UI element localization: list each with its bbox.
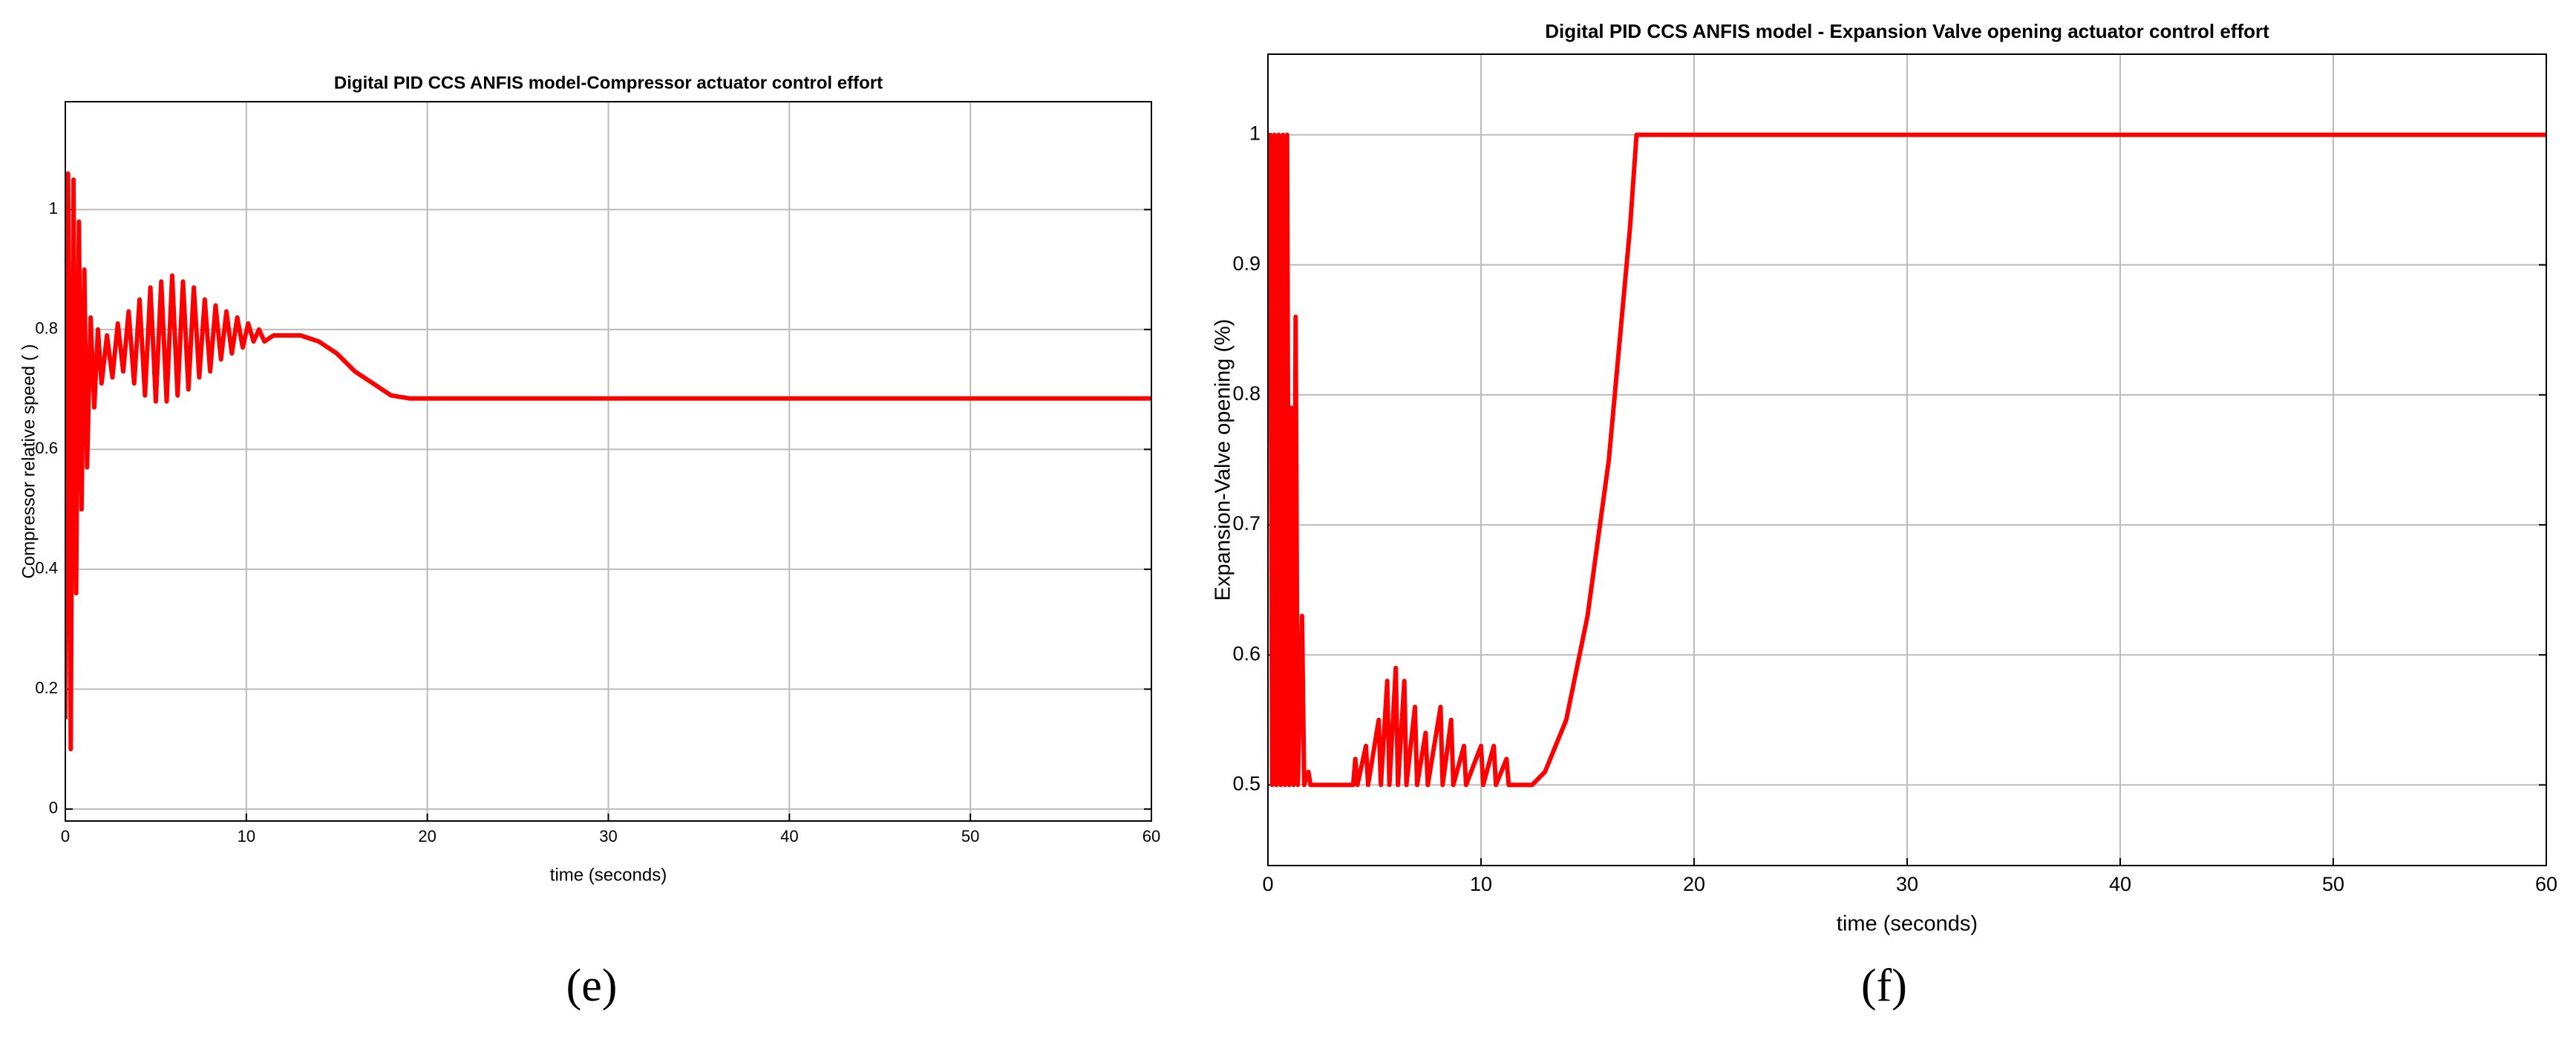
x-tick-label: 50	[961, 827, 979, 846]
chart-title: Digital PID CCS ANFIS model-Compressor a…	[334, 73, 883, 93]
x-tick-label: 40	[780, 827, 798, 846]
y-axis-label: Expansion-Valve opening (%)	[1212, 319, 1235, 601]
x-tick-label: 0	[61, 827, 70, 846]
data-line	[1268, 132, 2546, 788]
x-tick-label: 30	[599, 827, 617, 846]
y-tick-label: 0.6	[35, 439, 58, 457]
y-tick-label: 0	[49, 799, 58, 817]
y-tick-label: 0.5	[1232, 773, 1261, 795]
x-tick-label: 40	[2109, 873, 2131, 895]
y-tick-label: 0.4	[35, 559, 58, 578]
x-tick-label: 0	[1262, 873, 1273, 895]
caption: (f)	[1861, 961, 1907, 1011]
x-tick-label: 30	[1896, 873, 1918, 895]
x-tick-label: 20	[1683, 873, 1705, 895]
data-line	[65, 171, 1151, 752]
y-tick-label: 0.2	[35, 678, 58, 697]
y-tick-label: 0.8	[35, 319, 58, 338]
y-tick-label: 0.9	[1232, 252, 1261, 275]
x-tick-label: 10	[1470, 873, 1492, 895]
plot-frame	[1267, 53, 2547, 866]
x-tick-label: 20	[418, 827, 436, 846]
x-axis-label: time (seconds)	[1837, 912, 1978, 936]
x-tick-label: 60	[1142, 827, 1160, 846]
caption: (e)	[566, 961, 618, 1011]
plot-frame	[65, 101, 1152, 822]
y-tick-label: 1	[1249, 122, 1261, 145]
x-tick-label: 10	[238, 827, 255, 846]
y-tick-label: 0.7	[1232, 512, 1261, 534]
x-tick-label: 60	[2535, 873, 2557, 895]
y-tick-label: 0.8	[1232, 382, 1261, 405]
y-tick-label: 1	[49, 199, 58, 218]
x-tick-label: 50	[2322, 873, 2344, 895]
chart-title: Digital PID CCS ANFIS model - Expansion …	[1545, 20, 2269, 42]
x-axis-label: time (seconds)	[550, 865, 667, 885]
y-axis-label: Compressor relative speed ( )	[19, 344, 39, 578]
y-tick-label: 0.6	[1232, 642, 1261, 664]
